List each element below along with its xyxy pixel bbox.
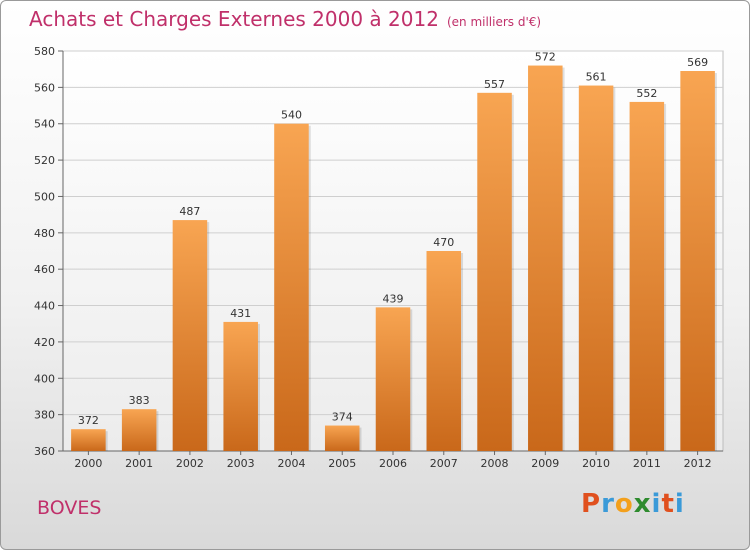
bar-value-label: 557: [484, 78, 505, 91]
y-tick-label: 420: [34, 336, 55, 349]
commune-name: BOVES: [37, 497, 102, 519]
y-tick-label: 540: [34, 118, 55, 131]
x-tick-label: 2007: [430, 457, 458, 470]
x-tick-label: 2008: [481, 457, 509, 470]
logo-letter: x: [633, 489, 652, 519]
x-tick-label: 2000: [74, 457, 102, 470]
x-tick-label: 2006: [379, 457, 407, 470]
bar-value-label: 470: [433, 236, 454, 249]
proxiti-logo: Proxiti: [581, 489, 685, 519]
logo-letter: r: [601, 489, 615, 519]
x-tick-label: 2002: [176, 457, 204, 470]
logo-letter: t: [661, 489, 675, 519]
bar: [121, 409, 157, 451]
y-tick-label: 460: [34, 263, 55, 276]
bar: [223, 321, 258, 451]
x-tick-label: 2004: [277, 457, 305, 470]
chart-title: Achats et Charges Externes 2000 à 2012 (e…: [29, 7, 541, 31]
chart-title-text: Achats et Charges Externes 2000 à 2012: [29, 7, 439, 31]
y-tick-label: 480: [34, 227, 55, 240]
y-tick-label: 360: [34, 445, 55, 458]
bar-value-label: 431: [230, 307, 251, 320]
x-tick-label: 2005: [328, 457, 356, 470]
bar: [578, 85, 614, 451]
y-tick-label: 520: [34, 154, 55, 167]
bar: [477, 92, 512, 452]
y-tick-label: 500: [34, 190, 55, 203]
x-tick-label: 2010: [582, 457, 610, 470]
y-tick-label: 440: [34, 300, 55, 313]
bar-value-label: 487: [179, 205, 200, 218]
x-tick-label: 2011: [633, 457, 661, 470]
y-tick-label: 400: [34, 372, 55, 385]
bar: [375, 307, 411, 451]
bar: [528, 65, 563, 451]
logo-letter: i: [651, 489, 662, 519]
x-tick-label: 2001: [125, 457, 153, 470]
bar: [274, 123, 309, 452]
bar-value-label: 439: [383, 292, 404, 305]
bar: [71, 429, 106, 451]
chart-unit: (en milliers d'€): [446, 15, 542, 29]
bar: [426, 251, 462, 451]
x-tick-label: 2009: [531, 457, 559, 470]
bar: [680, 71, 715, 451]
bar-value-label: 572: [535, 51, 556, 64]
bar-value-label: 552: [636, 87, 657, 100]
y-tick-label: 380: [34, 409, 55, 422]
bar-value-label: 372: [78, 414, 99, 427]
logo-letter: o: [614, 489, 634, 519]
bar-value-label: 374: [332, 411, 353, 424]
x-tick-label: 2012: [684, 457, 712, 470]
bar-value-label: 540: [281, 109, 302, 122]
bar: [629, 101, 665, 451]
bar-value-label: 569: [687, 56, 708, 69]
bar: [172, 220, 208, 451]
y-tick-label: 560: [34, 81, 55, 94]
bar-value-label: 383: [129, 394, 150, 407]
bar: [324, 425, 360, 451]
logo-letter: P: [581, 489, 602, 519]
y-tick-label: 580: [34, 45, 55, 58]
bar-value-label: 561: [586, 71, 607, 84]
logo-letter: i: [674, 489, 685, 519]
x-tick-label: 2003: [227, 457, 255, 470]
